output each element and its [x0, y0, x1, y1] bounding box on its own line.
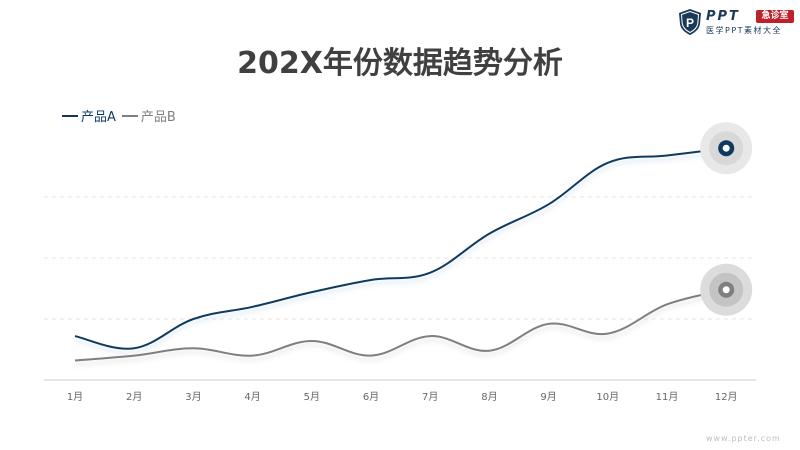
legend-item-a: 产品A [62, 106, 116, 125]
x-tick-label: 5月 [304, 391, 320, 403]
chart-title: 202X年份数据趋势分析 [237, 46, 563, 81]
x-tick-label: 1月 [67, 391, 83, 403]
logo-subtitle: 医学PPT素材大全 [706, 26, 783, 35]
logo-ppt-text: PPT [706, 9, 740, 24]
logo-badge: 急诊室 [756, 10, 794, 23]
legend-item-b: 产品B [121, 106, 176, 125]
x-tick-label: 8月 [481, 391, 497, 403]
end-marker-center [722, 144, 730, 152]
legend-swatch-b [121, 114, 138, 117]
x-tick-label: 3月 [185, 391, 201, 403]
brand-logo: P PPT 急诊室 医学PPT素材大全 [678, 8, 794, 38]
watermark: www.ppter.com [706, 434, 781, 443]
x-tick-label: 10月 [596, 391, 619, 403]
x-tick-label: 7月 [422, 391, 438, 403]
chart-legend: 产品A 产品B [62, 106, 176, 125]
x-tick-label: 6月 [363, 391, 379, 403]
x-tick-label: 11月 [656, 391, 679, 403]
legend-label-a: 产品A [81, 110, 116, 125]
series-line-a [74, 147, 727, 350]
legend-label-b: 产品B [140, 110, 176, 125]
shield-letter: P [686, 16, 694, 30]
series-line-b [74, 288, 727, 362]
shield-logo-icon: P [679, 9, 701, 35]
x-tick-label: 12月 [715, 391, 738, 403]
x-tick-label: 9月 [540, 391, 556, 403]
x-tick-label: 4月 [244, 391, 260, 403]
end-marker-center [722, 286, 730, 294]
x-tick-label: 2月 [126, 391, 142, 403]
legend-swatch-a [62, 114, 78, 117]
